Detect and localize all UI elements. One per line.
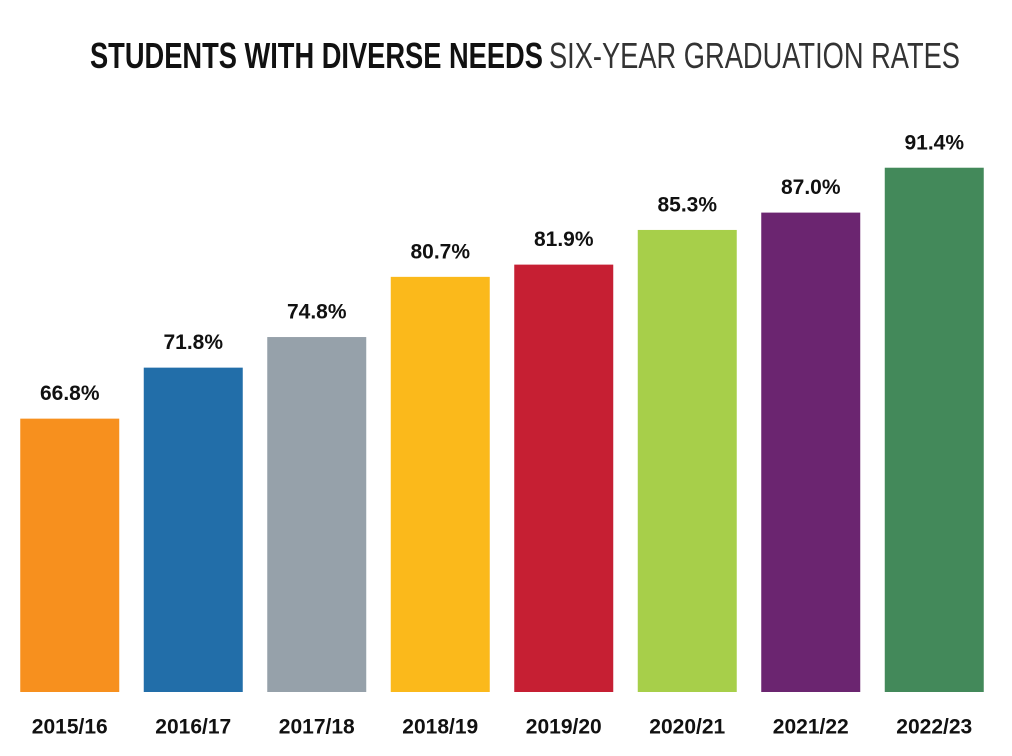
value-label: 91.4% [904, 131, 964, 154]
x-tick-label: 2020/21 [649, 716, 725, 739]
x-tick-label: 2016/17 [155, 716, 231, 739]
value-label: 81.9% [534, 228, 594, 251]
bar [20, 418, 120, 692]
bar [267, 337, 367, 692]
value-label: 74.8% [287, 301, 347, 324]
value-label: 80.7% [410, 240, 470, 263]
x-tick-label: 2019/20 [526, 716, 602, 739]
bar [884, 167, 984, 693]
bar [637, 229, 737, 692]
x-tick-label: 2017/18 [279, 716, 355, 739]
bar [143, 367, 243, 692]
value-label: 87.0% [781, 176, 841, 199]
chart-title: STUDENTS WITH DIVERSE NEEDSSIX-YEAR GRAD… [90, 35, 960, 76]
value-label: 71.8% [163, 331, 223, 354]
bar [390, 276, 490, 692]
title-bold: STUDENTS WITH DIVERSE NEEDS [90, 35, 543, 76]
value-label: 85.3% [657, 193, 717, 216]
bar [514, 264, 614, 692]
x-tick-label: 2018/19 [402, 716, 478, 739]
x-tick-label: 2015/16 [32, 716, 108, 739]
x-tick-label: 2022/23 [896, 716, 972, 739]
value-label: 66.8% [40, 382, 100, 405]
title-light: SIX-YEAR GRADUATION RATES [549, 35, 960, 76]
bar [761, 212, 861, 692]
x-tick-label: 2021/22 [773, 716, 849, 739]
